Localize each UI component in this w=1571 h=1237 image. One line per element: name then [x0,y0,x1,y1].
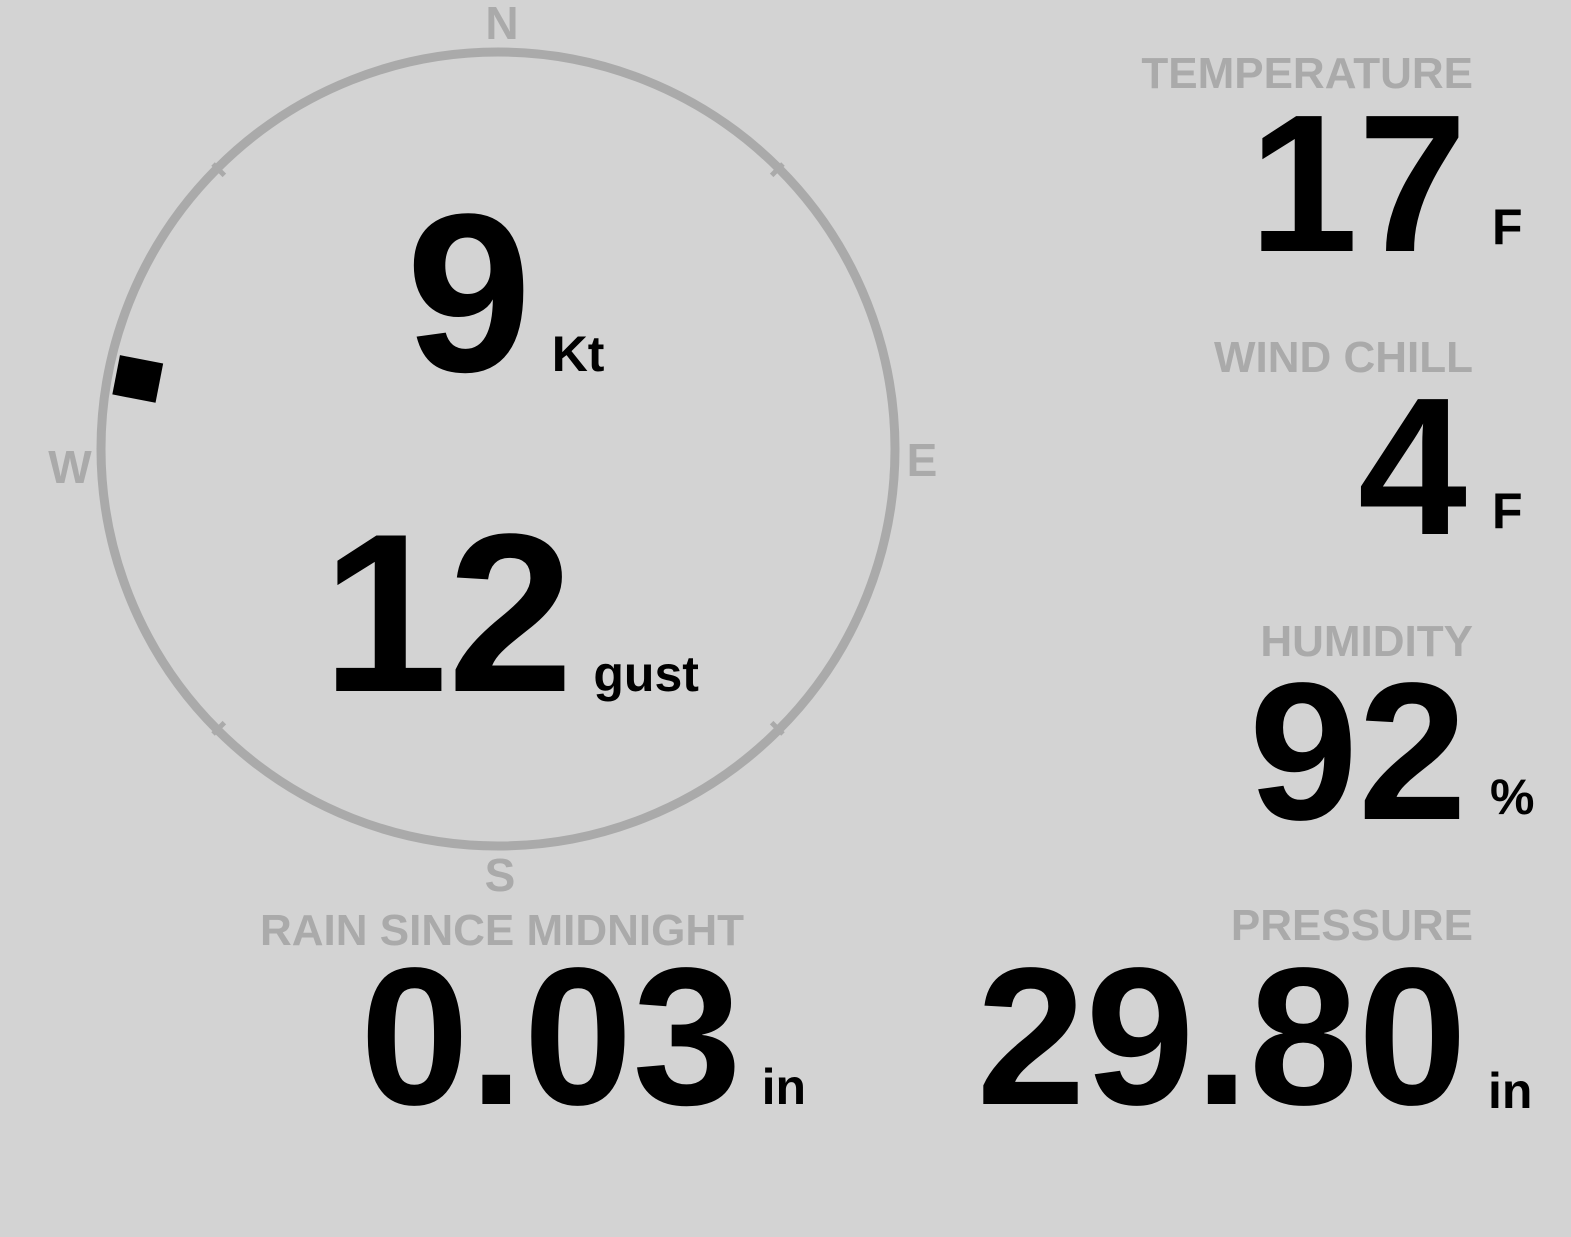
temperature-value: 17 [1248,74,1467,293]
pressure-value: 29.80 [976,927,1467,1146]
wind-speed: 9 Kt [406,180,604,406]
rain-label: RAIN SINCE MIDNIGHT [260,906,744,955]
rain: 0.03 in [360,939,806,1135]
wind-gust-unit: gust [593,646,699,702]
wind-chill-label: WIND CHILL [1213,333,1473,382]
wind-speed-value: 9 [406,166,532,419]
compass-tick [769,720,785,736]
wind-gust-value: 12 [322,486,574,739]
compass-north-label: N [485,0,519,49]
temperature-unit: F [1492,199,1523,255]
humidity-label: HUMIDITY [1260,617,1473,666]
compass-south-label: S [484,849,516,901]
temperature-label: TEMPERATURE [1141,49,1473,98]
wind-direction-marker [112,355,164,403]
compass-ring [96,47,900,851]
wind-chill-unit: F [1492,483,1523,539]
rain-unit: in [761,1059,806,1115]
compass-tick [211,720,227,736]
wind-gust: 12 gust [322,500,699,726]
rain-value: 0.03 [360,927,742,1146]
compass-west-label: W [48,441,92,493]
compass-tick [211,162,227,178]
wind-chill-value: 4 [1357,357,1467,576]
wind-speed-unit: Kt [551,326,605,382]
humidity-value: 92 [1248,642,1467,861]
humidity-unit: % [1490,769,1535,825]
pressure-label: PRESSURE [1230,901,1473,950]
compass-tick [769,162,785,178]
compass-east-label: E [906,434,938,486]
compass-ticks [211,162,785,736]
pressure-unit: in [1488,1063,1533,1119]
